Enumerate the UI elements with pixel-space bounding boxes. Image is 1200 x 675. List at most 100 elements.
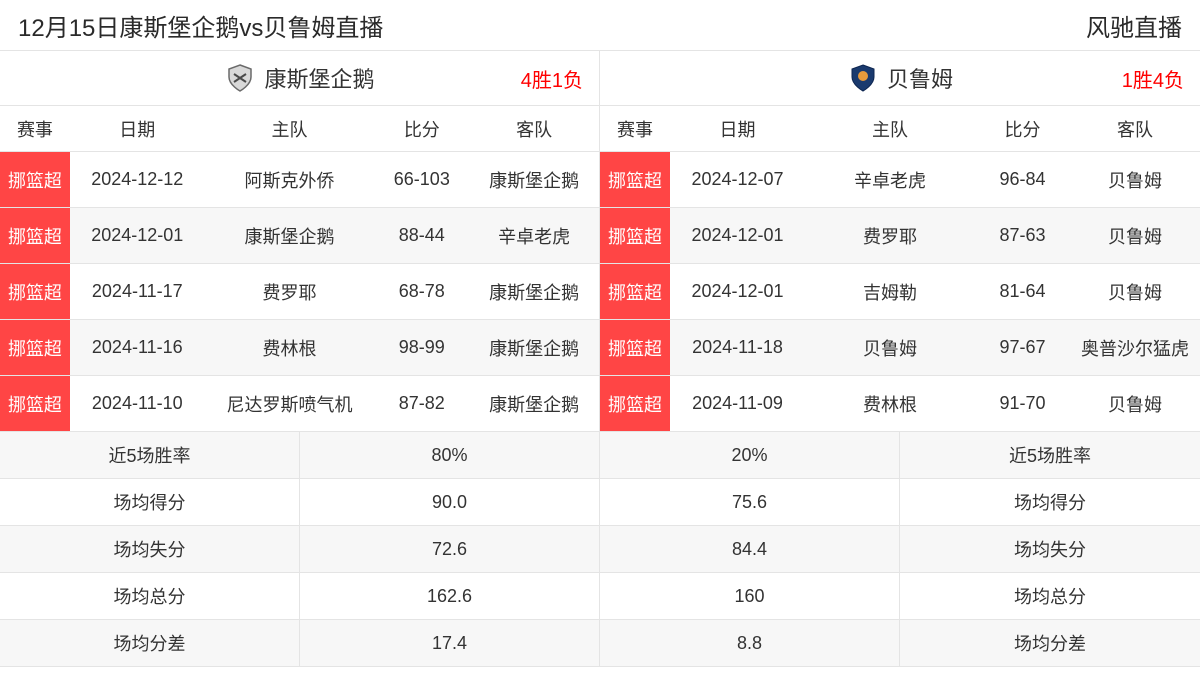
col-home: 主队 [805, 106, 975, 151]
col-home: 主队 [205, 106, 375, 151]
stat-row-avg-total: 场均总分 162.6 160 场均总分 [0, 573, 1200, 620]
stat-value-right: 84.4 [600, 526, 900, 572]
game-row: 挪篮超2024-12-12阿斯克外侨66-103康斯堡企鹅 [0, 152, 599, 208]
stat-label-right: 场均分差 [900, 620, 1200, 666]
game-date: 2024-11-18 [670, 320, 805, 375]
stat-label-right: 场均失分 [900, 526, 1200, 572]
page-header: 12月15日康斯堡企鹅vs贝鲁姆直播 风驰直播 [0, 0, 1200, 50]
game-row: 挪篮超2024-11-17费罗耶68-78康斯堡企鹅 [0, 264, 599, 320]
stat-value-right: 160 [600, 573, 900, 619]
game-date: 2024-12-07 [670, 152, 805, 207]
col-away: 客队 [469, 106, 599, 151]
game-home: 康斯堡企鹅 [205, 208, 375, 263]
stat-value-left: 17.4 [300, 620, 600, 666]
game-row: 挪篮超2024-12-07辛卓老虎96-84贝鲁姆 [600, 152, 1200, 208]
game-score: 88-44 [374, 208, 469, 263]
game-date: 2024-11-10 [70, 376, 205, 431]
games-left-list: 挪篮超2024-12-12阿斯克外侨66-103康斯堡企鹅挪篮超2024-12-… [0, 152, 600, 432]
league-badge: 挪篮超 [600, 320, 670, 375]
game-date: 2024-12-01 [670, 208, 805, 263]
col-score: 比分 [374, 106, 469, 151]
game-away: 贝鲁姆 [1070, 208, 1200, 263]
game-date: 2024-12-01 [670, 264, 805, 319]
game-score: 96-84 [975, 152, 1070, 207]
game-score: 66-103 [374, 152, 469, 207]
game-date: 2024-11-16 [70, 320, 205, 375]
league-badge: 挪篮超 [600, 264, 670, 319]
league-badge: 挪篮超 [600, 208, 670, 263]
game-away: 康斯堡企鹅 [469, 152, 599, 207]
game-date: 2024-11-09 [670, 376, 805, 431]
game-date: 2024-12-01 [70, 208, 205, 263]
league-badge: 挪篮超 [0, 208, 70, 263]
game-score: 98-99 [374, 320, 469, 375]
stat-label-left: 场均得分 [0, 479, 300, 525]
league-badge: 挪篮超 [0, 264, 70, 319]
game-score: 87-82 [374, 376, 469, 431]
stat-label-right: 场均得分 [900, 479, 1200, 525]
team-left-header: 康斯堡企鹅 4胜1负 [0, 51, 600, 105]
league-badge: 挪篮超 [0, 376, 70, 431]
game-home: 费罗耶 [805, 208, 975, 263]
game-score: 97-67 [975, 320, 1070, 375]
game-home: 辛卓老虎 [805, 152, 975, 207]
stat-value-right: 8.8 [600, 620, 900, 666]
stat-value-left: 80% [300, 432, 600, 478]
game-away: 贝鲁姆 [1070, 264, 1200, 319]
stat-row-winrate: 近5场胜率 80% 20% 近5场胜率 [0, 432, 1200, 479]
game-home: 费林根 [205, 320, 375, 375]
teams-header-row: 康斯堡企鹅 4胜1负 贝鲁姆 1胜4负 [0, 50, 1200, 106]
team-right-name: 贝鲁姆 [887, 62, 953, 94]
game-date: 2024-12-12 [70, 152, 205, 207]
col-date: 日期 [70, 106, 205, 151]
stat-label-right: 场均总分 [900, 573, 1200, 619]
stat-row-avg-diff: 场均分差 17.4 8.8 场均分差 [0, 620, 1200, 667]
game-home: 尼达罗斯喷气机 [205, 376, 375, 431]
game-away: 奥普沙尔猛虎 [1070, 320, 1200, 375]
team-right-record: 1胜4负 [1122, 64, 1184, 93]
games-right-list: 挪篮超2024-12-07辛卓老虎96-84贝鲁姆挪篮超2024-12-01费罗… [600, 152, 1200, 432]
game-row: 挪篮超2024-11-10尼达罗斯喷气机87-82康斯堡企鹅 [0, 376, 599, 432]
game-away: 康斯堡企鹅 [469, 376, 599, 431]
stat-value-left: 162.6 [300, 573, 600, 619]
stat-label-right: 近5场胜率 [900, 432, 1200, 478]
stat-value-right: 75.6 [600, 479, 900, 525]
league-badge: 挪篮超 [600, 376, 670, 431]
stat-label-left: 场均分差 [0, 620, 300, 666]
game-score: 68-78 [374, 264, 469, 319]
stat-row-avg-concede: 场均失分 72.6 84.4 场均失分 [0, 526, 1200, 573]
stat-value-left: 90.0 [300, 479, 600, 525]
game-date: 2024-11-17 [70, 264, 205, 319]
col-league: 赛事 [0, 106, 70, 151]
stat-label-left: 场均总分 [0, 573, 300, 619]
game-away: 贝鲁姆 [1070, 376, 1200, 431]
col-league: 赛事 [600, 106, 670, 151]
game-row: 挪篮超2024-11-18贝鲁姆97-67奥普沙尔猛虎 [600, 320, 1200, 376]
game-score: 87-63 [975, 208, 1070, 263]
col-score: 比分 [975, 106, 1070, 151]
stats-table: 近5场胜率 80% 20% 近5场胜率 场均得分 90.0 75.6 场均得分 … [0, 432, 1200, 667]
stat-value-left: 72.6 [300, 526, 600, 572]
stat-label-left: 近5场胜率 [0, 432, 300, 478]
team-right-header: 贝鲁姆 1胜4负 [600, 51, 1200, 105]
col-date: 日期 [670, 106, 805, 151]
col-away: 客队 [1070, 106, 1200, 151]
game-away: 康斯堡企鹅 [469, 264, 599, 319]
games-table-body: 挪篮超2024-12-12阿斯克外侨66-103康斯堡企鹅挪篮超2024-12-… [0, 152, 1200, 432]
team-left-name: 康斯堡企鹅 [264, 62, 374, 94]
game-away: 贝鲁姆 [1070, 152, 1200, 207]
game-row: 挪篮超2024-12-01康斯堡企鹅88-44辛卓老虎 [0, 208, 599, 264]
match-title: 12月15日康斯堡企鹅vs贝鲁姆直播 [18, 8, 383, 43]
game-row: 挪篮超2024-11-16费林根98-99康斯堡企鹅 [0, 320, 599, 376]
brand-name: 风驰直播 [1086, 8, 1182, 43]
game-home: 费罗耶 [205, 264, 375, 319]
game-away: 辛卓老虎 [469, 208, 599, 263]
stat-label-left: 场均失分 [0, 526, 300, 572]
league-badge: 挪篮超 [600, 152, 670, 207]
game-row: 挪篮超2024-11-09费林根91-70贝鲁姆 [600, 376, 1200, 432]
league-badge: 挪篮超 [0, 152, 70, 207]
game-score: 81-64 [975, 264, 1070, 319]
game-home: 贝鲁姆 [805, 320, 975, 375]
stat-row-avg-score: 场均得分 90.0 75.6 场均得分 [0, 479, 1200, 526]
game-away: 康斯堡企鹅 [469, 320, 599, 375]
